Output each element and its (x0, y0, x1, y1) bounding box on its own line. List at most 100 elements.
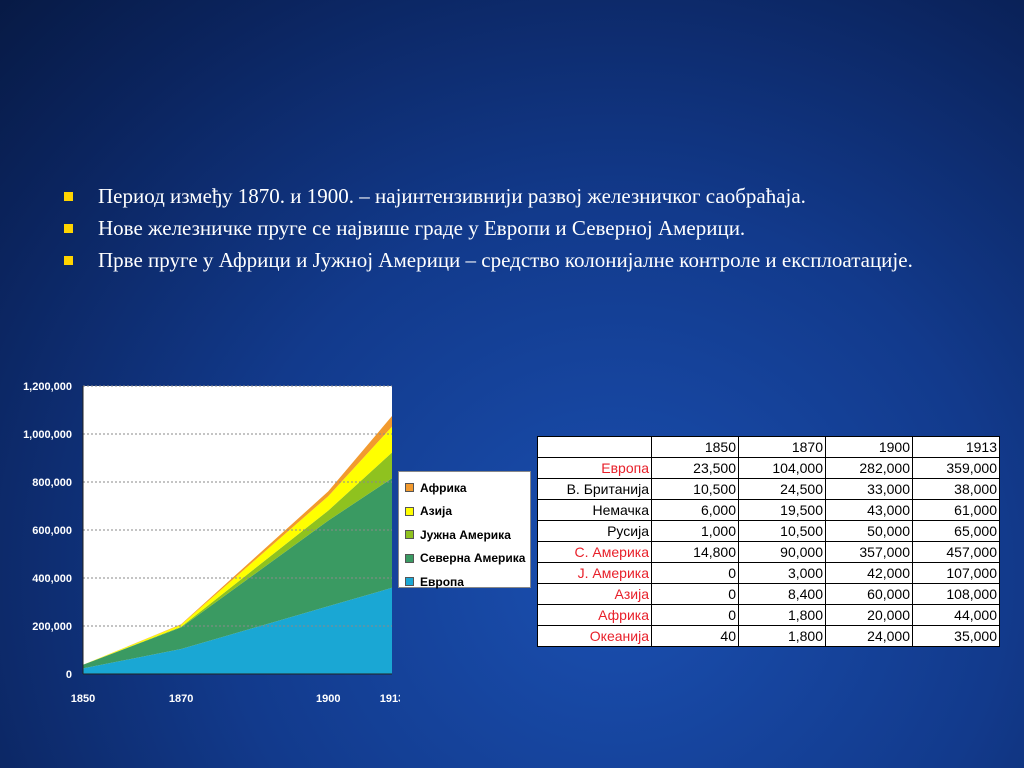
bullet-square-icon (64, 224, 73, 233)
y-tick-label: 800,000 (32, 477, 72, 489)
row-label-cell: В. Британија (537, 478, 652, 500)
row-label-cell: Европа (537, 457, 652, 479)
table-cell: 20,000 (825, 604, 913, 626)
table-cell: 40 (651, 625, 739, 647)
legend-swatch (405, 530, 414, 540)
table-row: С. Америка 14,800 90,000 357,000 457,000 (537, 541, 1000, 563)
bullet-text: Прве пруге у Африци и Јужној Америци – с… (98, 248, 913, 272)
y-tick-label: 1,200,000 (23, 381, 72, 393)
bullet-square-icon (64, 256, 73, 265)
table-cell: 42,000 (825, 562, 913, 584)
area-series-0 (83, 587, 392, 674)
table-row: Немачка 6,000 19,500 43,000 61,000 (537, 499, 1000, 521)
railway-data-table: 1850 1870 1900 1913 Европа 23,500 104,000 282,… (537, 436, 1000, 647)
y-tick-label: 400,000 (32, 573, 72, 585)
bullet-item: Период између 1870. и 1900. – најинтензи… (60, 183, 990, 209)
y-tick-label: 600,000 (32, 525, 72, 537)
legend-label: Африка (420, 480, 467, 495)
table-row: Русија 1,000 10,500 50,000 65,000 (537, 520, 1000, 542)
table-row: Европа 23,500 104,000 282,000 359,000 (537, 457, 1000, 479)
table-cell: 60,000 (825, 583, 913, 605)
table-cell: 24,500 (738, 478, 826, 500)
bullet-text: Период између 1870. и 1900. – најинтензи… (98, 184, 806, 208)
row-label-cell: Африка (537, 604, 652, 626)
legend-label: Јужна Америка (420, 527, 511, 542)
chart-legend: Африка Азија Јужна Америка Северна Америка Е… (398, 471, 531, 589)
table-row: Ј. Америка 0 3,000 42,000 107,000 (537, 562, 1000, 584)
x-tick-label: 1870 (169, 693, 193, 705)
legend-swatch (405, 553, 414, 563)
table-cell: 3,000 (738, 562, 826, 584)
row-label-cell: С. Америка (537, 541, 652, 563)
table-cell: 44,000 (912, 604, 1000, 626)
table-cell: 24,000 (825, 625, 913, 647)
legend-entry: Европа (405, 570, 530, 594)
table-row: В. Британија 10,500 24,500 33,000 38,000 (537, 478, 1000, 500)
table-cell: 33,000 (825, 478, 913, 500)
legend-swatch (405, 483, 414, 493)
area-series-1 (83, 478, 392, 669)
legend-entry: Африка (405, 476, 530, 500)
row-label-cell: Немачка (537, 499, 652, 521)
table-cell: 43,000 (825, 499, 913, 521)
table-row: Океанија 40 1,800 24,000 35,000 (537, 625, 1000, 647)
railway-area-chart: 0 200,000 400,000 600,000 800,000 1,000,000 1,… (23, 381, 400, 705)
table-cell: 357,000 (825, 541, 913, 563)
x-tick-label: 1850 (71, 693, 95, 705)
y-tick-label: 0 (66, 669, 72, 681)
y-tick-label: 1,000,000 (23, 429, 72, 441)
table-cell: 6,000 (651, 499, 739, 521)
legend-swatch (405, 506, 414, 516)
table-cell: 107,000 (912, 562, 1000, 584)
table-cell: 14,800 (651, 541, 739, 563)
bullet-item: Прве пруге у Африци и Јужној Америци – с… (60, 247, 990, 273)
table-cell: 1,800 (738, 625, 826, 647)
table-row: Азија 0 8,400 60,000 108,000 (537, 583, 1000, 605)
table-header-cell (537, 436, 652, 458)
legend-entry: Азија (405, 500, 530, 524)
row-label-cell: Ј. Америка (537, 562, 652, 584)
table-cell: 38,000 (912, 478, 1000, 500)
table-cell: 61,000 (912, 499, 1000, 521)
row-label-cell: Русија (537, 520, 652, 542)
table-header-cell: 1870 (738, 436, 826, 458)
table-cell: 108,000 (912, 583, 1000, 605)
table-header-row: 1850 1870 1900 1913 (537, 436, 1000, 458)
table-cell: 0 (651, 583, 739, 605)
table-row: Африка 0 1,800 20,000 44,000 (537, 604, 1000, 626)
table-cell: 282,000 (825, 457, 913, 479)
legend-swatch (405, 577, 414, 587)
table-header-cell: 1900 (825, 436, 913, 458)
table-cell: 0 (651, 562, 739, 584)
table-cell: 19,500 (738, 499, 826, 521)
legend-entry: Северна Америка (405, 547, 530, 571)
table-cell: 457,000 (912, 541, 1000, 563)
table-cell: 50,000 (825, 520, 913, 542)
legend-label: Европа (420, 574, 464, 589)
table-cell: 0 (651, 604, 739, 626)
bullet-text: Нове железничке пруге се највише граде у… (98, 216, 746, 240)
table-cell: 8,400 (738, 583, 826, 605)
row-label-cell: Азија (537, 583, 652, 605)
table-cell: 10,500 (651, 478, 739, 500)
table-cell: 90,000 (738, 541, 826, 563)
bullet-item: Нове железничке пруге се највише граде у… (60, 215, 990, 241)
legend-label: Азија (420, 504, 453, 519)
table-cell: 35,000 (912, 625, 1000, 647)
table-cell: 65,000 (912, 520, 1000, 542)
row-label-cell: Океанија (537, 625, 652, 647)
table-cell: 23,500 (651, 457, 739, 479)
y-tick-label: 200,000 (32, 621, 72, 633)
table-header-cell: 1913 (912, 436, 1000, 458)
table-cell: 10,500 (738, 520, 826, 542)
table-cell: 1,800 (738, 604, 826, 626)
bullet-square-icon (64, 192, 73, 201)
table-cell: 1,000 (651, 520, 739, 542)
table-cell: 359,000 (912, 457, 1000, 479)
bullet-list: Период између 1870. и 1900. – најинтензи… (60, 183, 990, 279)
legend-label: Северна Америка (420, 551, 526, 566)
x-tick-label: 1900 (316, 693, 340, 705)
x-tick-label: 1913 (380, 693, 400, 705)
table-header-cell: 1850 (651, 436, 739, 458)
legend-entry: Јужна Америка (405, 523, 530, 547)
